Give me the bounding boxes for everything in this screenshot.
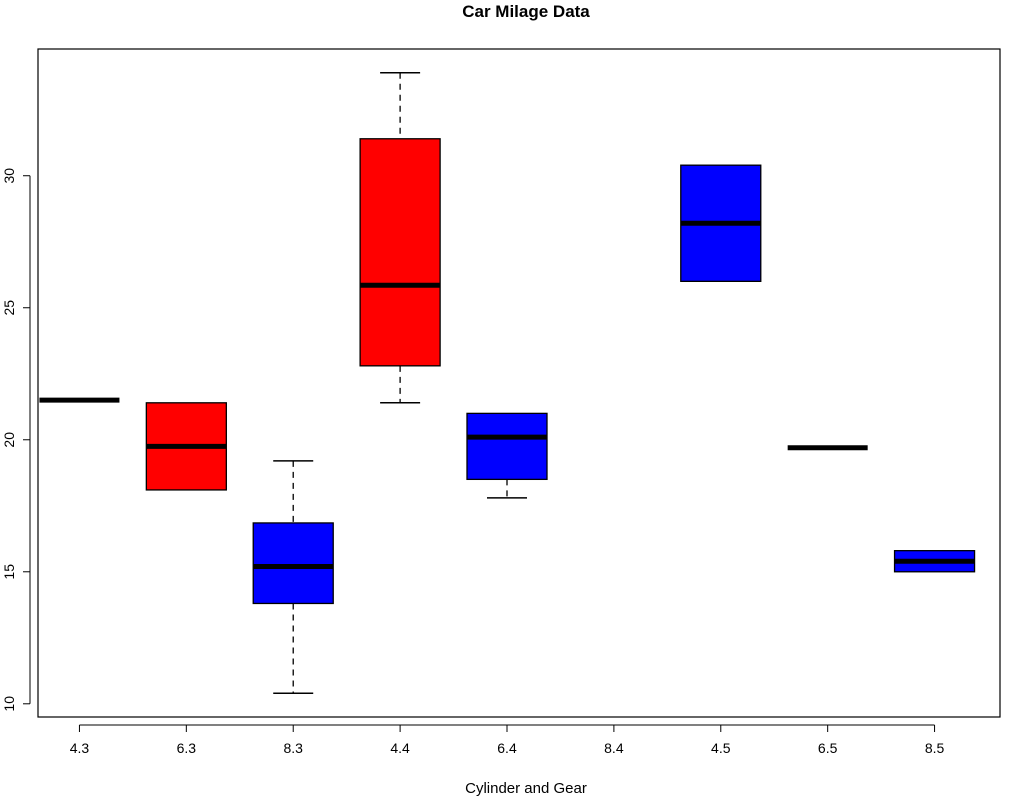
y-axis: 10 15 20 25 30 [1, 168, 31, 712]
box-6-4 [466, 412, 548, 481]
x-tick-label: 6.3 [177, 740, 197, 756]
plot-frame [37, 48, 1001, 718]
x-tick-label: 8.3 [283, 740, 303, 756]
x-tick-label: 6.5 [818, 740, 838, 756]
x-tick-label: 8.5 [925, 740, 945, 756]
y-tick-label: 30 [1, 168, 17, 184]
y-tick-label: 20 [1, 432, 17, 448]
boxes-group [39, 72, 976, 694]
y-tick-label: 25 [1, 300, 17, 316]
box-4-4 [359, 138, 441, 367]
chart-title: Car Milage Data [462, 2, 590, 21]
y-tick-label: 15 [1, 564, 17, 580]
x-tick-label: 4.4 [390, 740, 410, 756]
y-tick-label: 10 [1, 696, 17, 712]
box-8-3 [252, 522, 334, 605]
x-tick-label: 4.3 [70, 740, 90, 756]
x-axis-label: Cylinder and Gear [465, 780, 587, 797]
x-axis: 4.3 6.3 8.3 4.4 6.4 8.4 4.5 6.5 8.5 [70, 724, 945, 756]
x-tick-label: 8.4 [604, 740, 624, 756]
x-tick-label: 6.4 [497, 740, 517, 756]
x-tick-label: 4.5 [711, 740, 731, 756]
